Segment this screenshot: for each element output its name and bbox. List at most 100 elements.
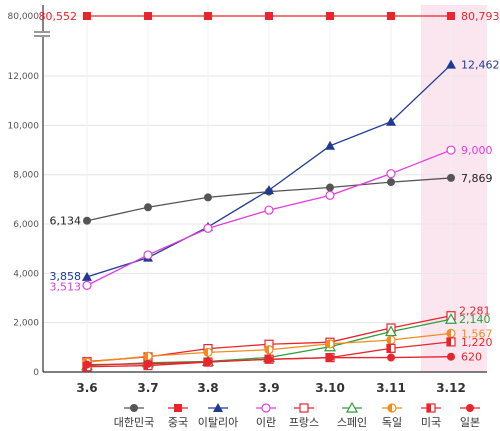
legend-marker xyxy=(299,403,309,413)
data-point xyxy=(82,271,92,281)
marker-fill xyxy=(427,404,431,412)
marker-fill xyxy=(204,348,208,357)
data-label-last: 2,140 xyxy=(459,313,491,326)
data-point xyxy=(265,12,273,20)
legend-label: 프랑스 xyxy=(289,416,319,429)
data-point xyxy=(387,12,395,20)
data-point xyxy=(82,280,92,290)
marker-shape xyxy=(326,12,334,20)
y-tick-label: 12,000 xyxy=(8,72,40,82)
data-label-last: 12,462 xyxy=(461,59,500,72)
data-label-first: 6,134 xyxy=(50,215,82,228)
data-point xyxy=(264,205,274,215)
y-tick-label: 10,000 xyxy=(8,121,40,131)
marker-shape xyxy=(130,404,138,412)
data-point xyxy=(325,339,335,349)
data-point xyxy=(204,193,212,202)
data-point xyxy=(265,355,273,364)
data-label-last: 7,869 xyxy=(461,172,493,185)
data-point xyxy=(447,352,455,361)
data-point xyxy=(446,59,456,69)
y-tick-label: 8,000 xyxy=(13,171,39,181)
data-label-last: 9,000 xyxy=(461,144,493,157)
y-tick-label: 4,000 xyxy=(13,269,39,279)
marker-shape xyxy=(345,401,359,413)
data-point xyxy=(447,12,455,20)
legend-marker xyxy=(174,404,182,412)
marker-shape xyxy=(144,203,152,212)
marker-shape xyxy=(386,169,396,179)
x-tick-label: 3.10 xyxy=(315,381,345,395)
data-label-last: 1,220 xyxy=(461,336,493,349)
marker-shape xyxy=(387,178,395,187)
data-label-first: 3,858 xyxy=(50,270,82,283)
x-tick-label: 3.9 xyxy=(258,381,279,395)
marker-shape xyxy=(446,59,456,69)
marker-fill xyxy=(265,345,269,354)
data-point xyxy=(143,250,153,260)
marker-shape xyxy=(203,223,213,233)
marker-shape xyxy=(326,353,334,362)
data-point xyxy=(83,360,91,369)
marker-shape xyxy=(386,116,396,126)
data-label-last: 620 xyxy=(461,351,482,364)
legend-label: 독일 xyxy=(382,415,402,429)
data-point xyxy=(204,12,212,20)
marker-shape xyxy=(326,183,334,192)
data-point xyxy=(386,343,396,353)
data-point xyxy=(387,178,395,187)
data-point xyxy=(204,357,212,366)
data-label-last: 80,793 xyxy=(461,10,500,23)
data-point xyxy=(446,328,456,338)
data-point xyxy=(264,185,274,195)
x-tick-label: 3.12 xyxy=(436,381,466,395)
marker-shape xyxy=(466,404,474,412)
y-tick-label: 0 xyxy=(33,368,39,378)
marker-shape xyxy=(265,12,273,20)
data-point xyxy=(325,190,335,200)
data-point xyxy=(203,223,213,233)
marker-shape xyxy=(213,403,223,412)
data-point xyxy=(83,12,91,20)
legend-label: 스페인 xyxy=(337,416,367,429)
marker-shape xyxy=(446,145,456,155)
x-tick-label: 3.11 xyxy=(376,381,406,395)
data-point xyxy=(326,183,334,192)
marker-shape xyxy=(174,404,182,412)
data-point xyxy=(203,347,213,357)
legend-marker xyxy=(213,403,223,412)
marker-shape xyxy=(204,12,212,20)
marker-shape xyxy=(144,12,152,20)
x-tick-label: 3.7 xyxy=(137,381,158,395)
data-point xyxy=(386,169,396,179)
marker-fill xyxy=(144,352,148,361)
data-point xyxy=(444,312,458,324)
legend-label: 중국 xyxy=(168,416,188,429)
marker-shape xyxy=(204,193,212,202)
legend-marker xyxy=(345,401,359,413)
marker-shape xyxy=(143,250,153,260)
marker-fill xyxy=(447,329,451,338)
legend-marker xyxy=(387,403,397,413)
marker-shape xyxy=(447,173,455,182)
marker-shape xyxy=(264,185,274,195)
legend-label: 대한민국 xyxy=(114,416,154,429)
marker-shape xyxy=(144,359,152,368)
marker-fill xyxy=(388,404,392,412)
data-label-first: 80,552 xyxy=(39,10,78,23)
marker-fill xyxy=(387,336,391,345)
marker-shape xyxy=(83,360,91,369)
data-point xyxy=(446,337,456,347)
data-point xyxy=(143,351,153,361)
data-label-last: 1,567 xyxy=(461,327,493,340)
legend-label: 일본 xyxy=(460,415,480,429)
legend-label: 이란 xyxy=(256,416,276,429)
marker-shape xyxy=(387,12,395,20)
data-point xyxy=(386,335,396,345)
data-point xyxy=(83,216,91,225)
data-point xyxy=(326,353,334,362)
marker-shape xyxy=(264,205,274,215)
marker-shape xyxy=(325,190,335,200)
legend-marker xyxy=(466,404,474,412)
